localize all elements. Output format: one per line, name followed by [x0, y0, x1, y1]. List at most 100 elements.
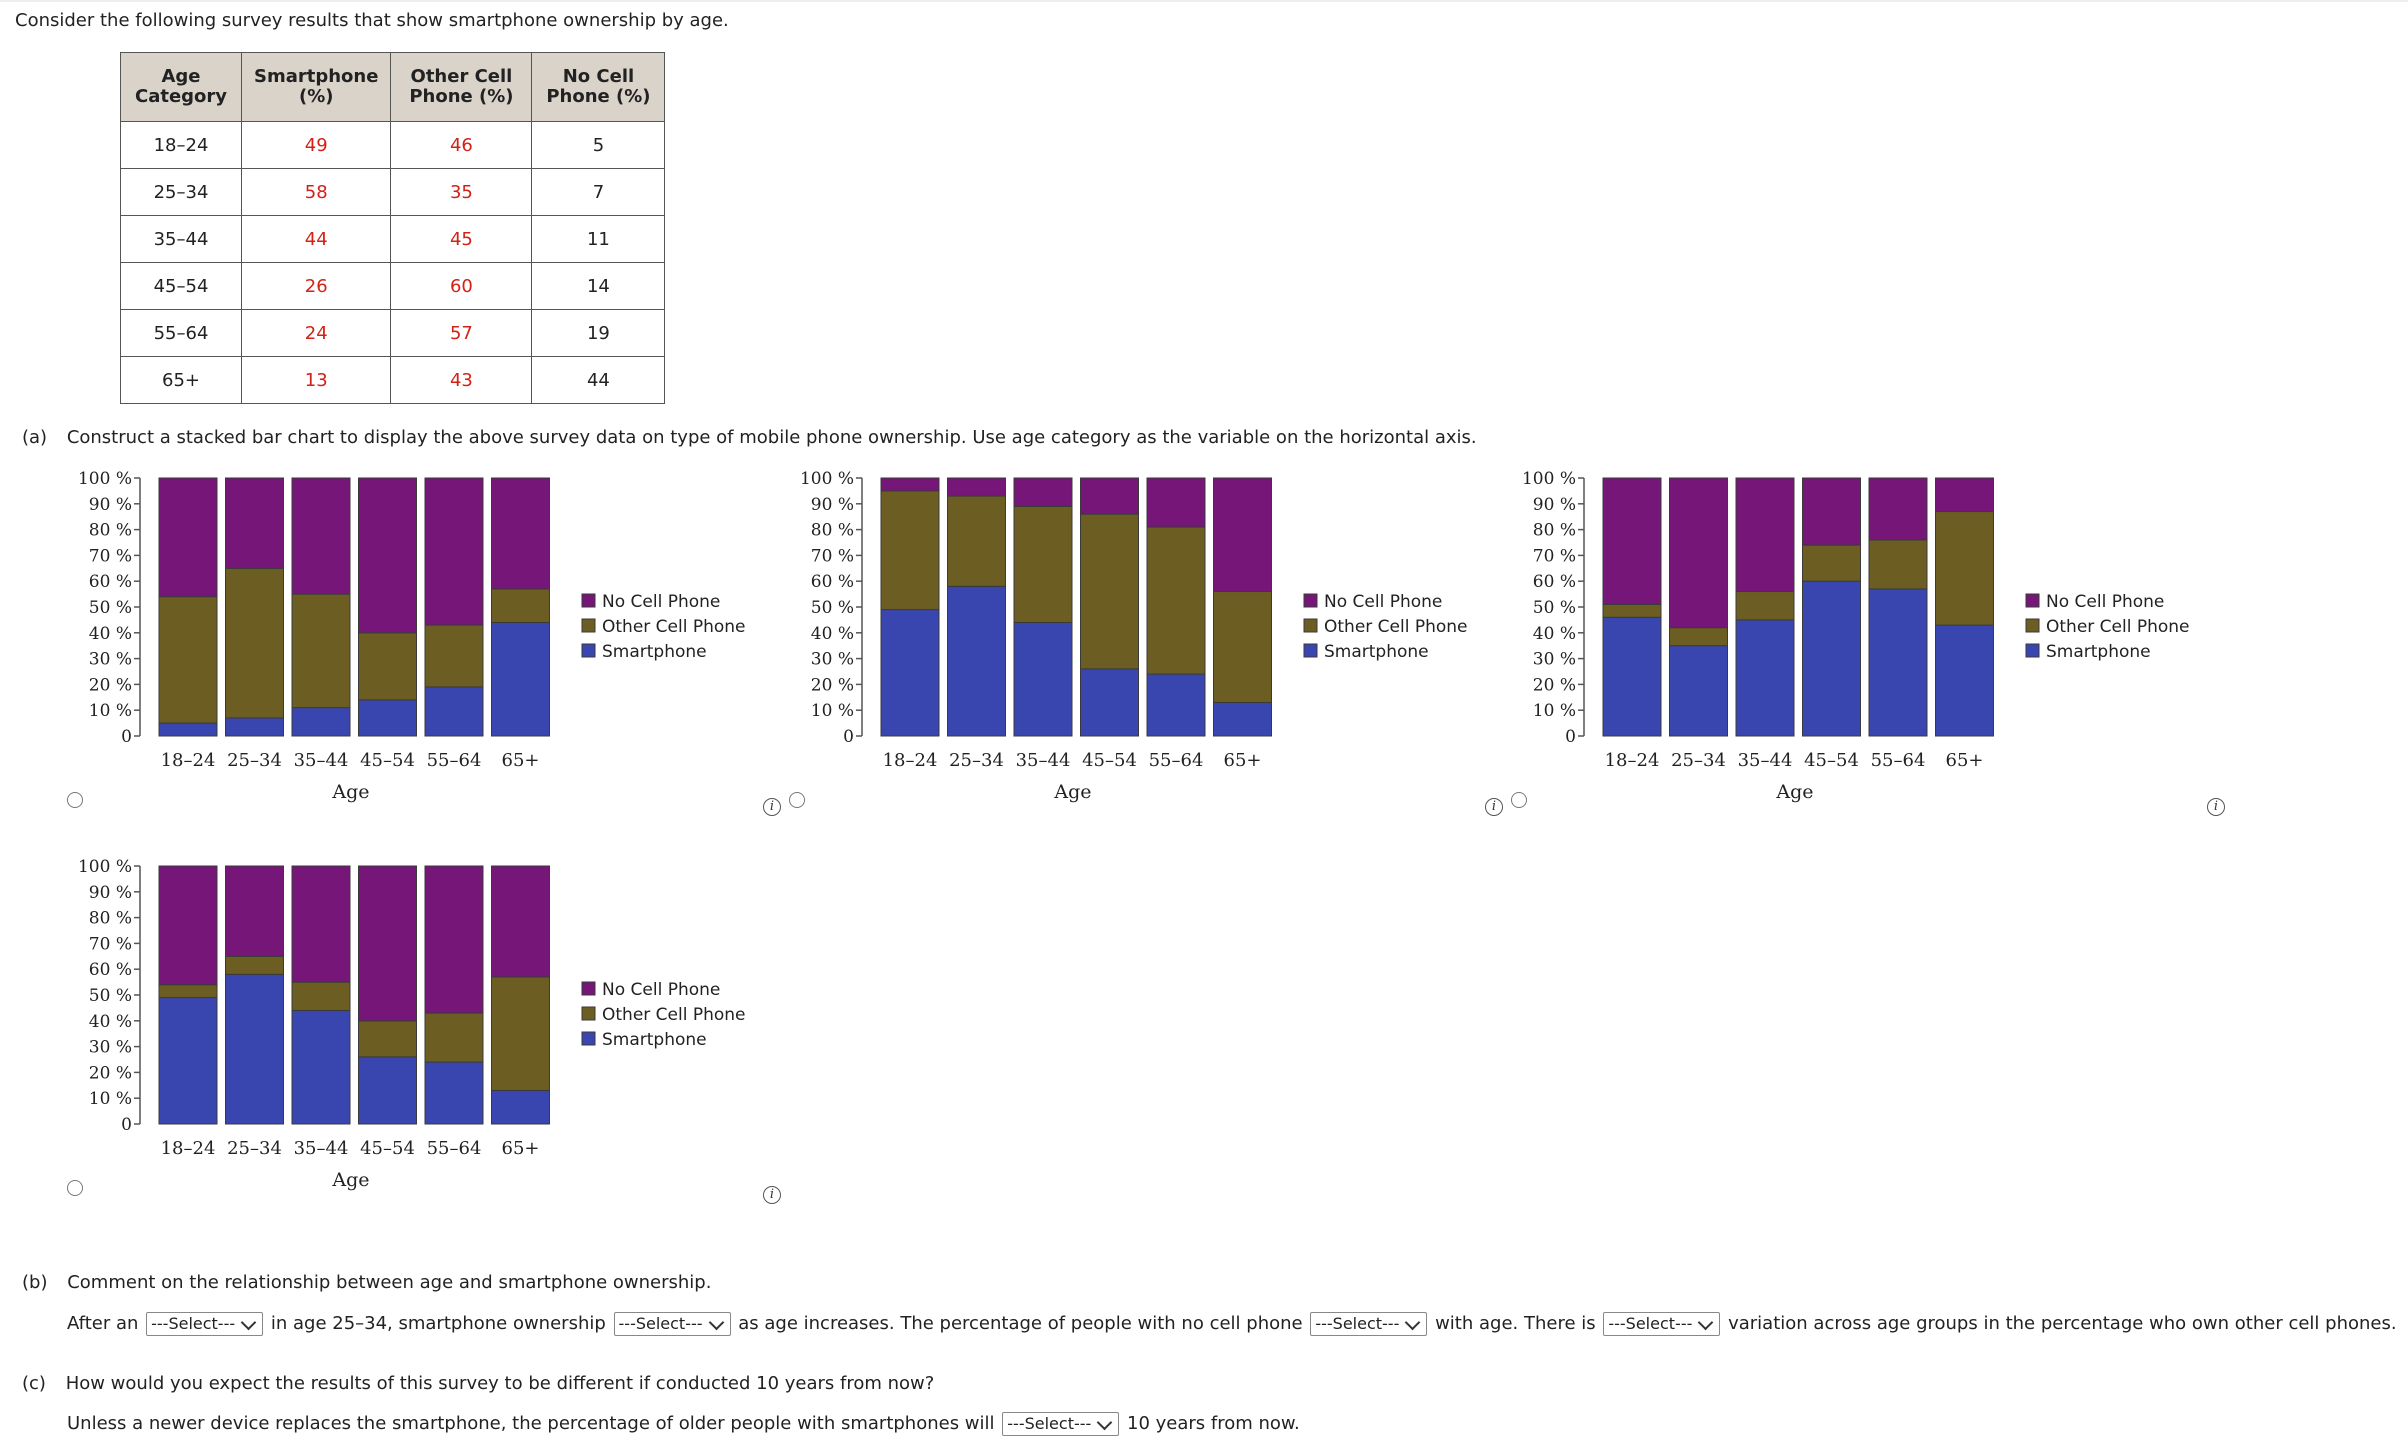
no-cell-cell: 44 — [531, 356, 666, 404]
part-b-select-4[interactable]: ---Select--- — [1603, 1312, 1721, 1336]
info-icon[interactable]: i — [1485, 798, 1503, 816]
part-c-sentence: Unless a newer device replaces the smart… — [67, 1412, 1300, 1436]
x-tick-label: 45–54 — [360, 750, 415, 771]
bar-smartphone — [358, 1056, 417, 1125]
y-tick-label: 60 % — [89, 960, 132, 980]
y-tick-label: 0 — [1565, 727, 1576, 747]
part-b-select-1[interactable]: ---Select--- — [146, 1312, 264, 1336]
legend-swatch-no-cell-phone — [581, 593, 596, 608]
info-icon[interactable]: i — [2207, 798, 2225, 816]
option-4-radio[interactable] — [67, 1180, 83, 1196]
y-tick-label: 60 % — [811, 572, 854, 592]
x-tick-label: 35–44 — [294, 750, 349, 771]
option-2-radio[interactable] — [789, 792, 805, 808]
age-cell: 55–64 — [120, 309, 242, 357]
top-divider — [0, 0, 2408, 2]
x-tick-label: 35–44 — [1016, 750, 1071, 771]
bar-no-cell-phone — [358, 865, 417, 1022]
bar-other-cell-phone — [358, 1020, 417, 1058]
chevron-down-icon — [1097, 1414, 1113, 1430]
bar-smartphone — [491, 621, 550, 737]
header-age-category: Age Category — [120, 52, 242, 122]
legend-label-no-cell-phone: No Cell Phone — [2046, 592, 2164, 612]
other-cell-cell: 45 — [390, 215, 533, 263]
bar-smartphone — [1802, 580, 1861, 737]
table-header-row: Age Category Smartphone (%) Other Cell Phon… — [120, 52, 666, 122]
chart-option-4: 0 10 % 20 % 30 % 40 % 50 % 60 % 70 % 80 % 90 % 100… — [78, 857, 746, 1191]
part-c-text: How would you expect the results of this… — [65, 1373, 935, 1394]
part-b-select-2[interactable]: ---Select--- — [613, 1312, 731, 1336]
y-tick-label: 90 % — [1533, 495, 1576, 515]
no-cell-cell: 11 — [531, 215, 666, 263]
table-row: 35–44 44 45 11 — [120, 215, 666, 263]
x-tick-label: 45–54 — [1082, 750, 1137, 771]
x-tick-label: 65+ — [502, 1138, 540, 1159]
bar-no-cell-phone — [491, 477, 550, 590]
x-tick-label: 25–34 — [227, 1138, 282, 1159]
smartphone-cell: 24 — [240, 309, 392, 357]
bar-other-cell-phone — [291, 593, 351, 709]
y-tick-label: 10 % — [89, 701, 132, 721]
bar-smartphone — [1602, 616, 1662, 737]
bar-other-cell-phone — [158, 984, 218, 999]
part-c-label: (c) — [22, 1373, 46, 1394]
x-tick-label: 35–44 — [294, 1138, 349, 1159]
bar-other-cell-phone — [1802, 544, 1861, 582]
legend-label-smartphone: Smartphone — [602, 642, 707, 662]
y-tick-label: 80 % — [89, 909, 132, 929]
y-tick-label: 80 % — [811, 521, 854, 541]
bar-other-cell-phone — [1868, 539, 1928, 590]
legend-swatch-other-cell-phone — [581, 618, 596, 633]
x-tick-label: 55–64 — [1149, 750, 1204, 771]
option-3-radio[interactable] — [1511, 792, 1527, 808]
bar-smartphone — [1669, 645, 1728, 737]
legend-label-smartphone: Smartphone — [602, 1030, 707, 1050]
y-tick-label: 60 % — [89, 572, 132, 592]
bar-no-cell-phone — [1935, 477, 1994, 513]
bar-no-cell-phone — [424, 477, 484, 626]
bar-other-cell-phone — [880, 490, 940, 611]
bar-no-cell-phone — [225, 477, 284, 569]
y-tick-label: 50 % — [89, 986, 132, 1006]
part-b-text-5: variation across age groups in the perce… — [1728, 1313, 2397, 1334]
part-b-sentence: After an ---Select--- in age 25–34, smar… — [67, 1312, 2397, 1336]
bar-smartphone — [1080, 668, 1139, 737]
bar-other-cell-phone — [424, 1012, 484, 1063]
y-tick-label: 60 % — [1533, 572, 1576, 592]
y-tick-label: 90 % — [811, 495, 854, 515]
part-b-select-3[interactable]: ---Select--- — [1310, 1312, 1428, 1336]
select-value: ---Select--- — [618, 1314, 703, 1333]
x-tick-label: 65+ — [1946, 750, 1984, 771]
bar-no-cell-phone — [1802, 477, 1861, 546]
header-other-cell: Other Cell Phone (%) — [390, 52, 533, 122]
legend-swatch-smartphone — [1303, 643, 1318, 658]
header-smartphone: Smartphone (%) — [240, 52, 392, 122]
part-b-text: Comment on the relationship between age … — [67, 1272, 712, 1293]
x-tick-label: 25–34 — [1671, 750, 1726, 771]
info-icon[interactable]: i — [763, 798, 781, 816]
info-icon[interactable]: i — [763, 1186, 781, 1204]
table-row: 45–54 26 60 14 — [120, 262, 666, 310]
bar-smartphone — [1735, 619, 1795, 737]
y-tick-label: 70 % — [811, 546, 854, 566]
age-cell: 35–44 — [120, 215, 242, 263]
bar-smartphone — [880, 609, 940, 737]
option-1-radio[interactable] — [67, 792, 83, 808]
x-tick-label: 55–64 — [427, 1138, 482, 1159]
select-value: ---Select--- — [1315, 1314, 1400, 1333]
bar-no-cell-phone — [291, 865, 351, 983]
chart-option-1: 0 10 % 20 % 30 % 40 % 50 % 60 % 70 % 80 % 90 % 100… — [78, 469, 746, 803]
y-tick-label: 70 % — [89, 934, 132, 954]
part-c-select-1[interactable]: ---Select--- — [1002, 1412, 1120, 1436]
part-b-text-1: After an — [67, 1313, 139, 1334]
part-b-text-4: with age. There is — [1435, 1313, 1596, 1334]
bar-other-cell-phone — [1735, 591, 1795, 621]
legend-label-no-cell-phone: No Cell Phone — [1324, 592, 1442, 612]
x-tick-label: 55–64 — [1871, 750, 1926, 771]
other-cell-cell: 57 — [390, 309, 533, 357]
y-tick-label: 20 % — [89, 1063, 132, 1083]
bar-other-cell-phone — [225, 955, 284, 975]
y-tick-label: 80 % — [89, 521, 132, 541]
bar-other-cell-phone — [1146, 526, 1206, 675]
bar-smartphone — [1213, 701, 1272, 737]
